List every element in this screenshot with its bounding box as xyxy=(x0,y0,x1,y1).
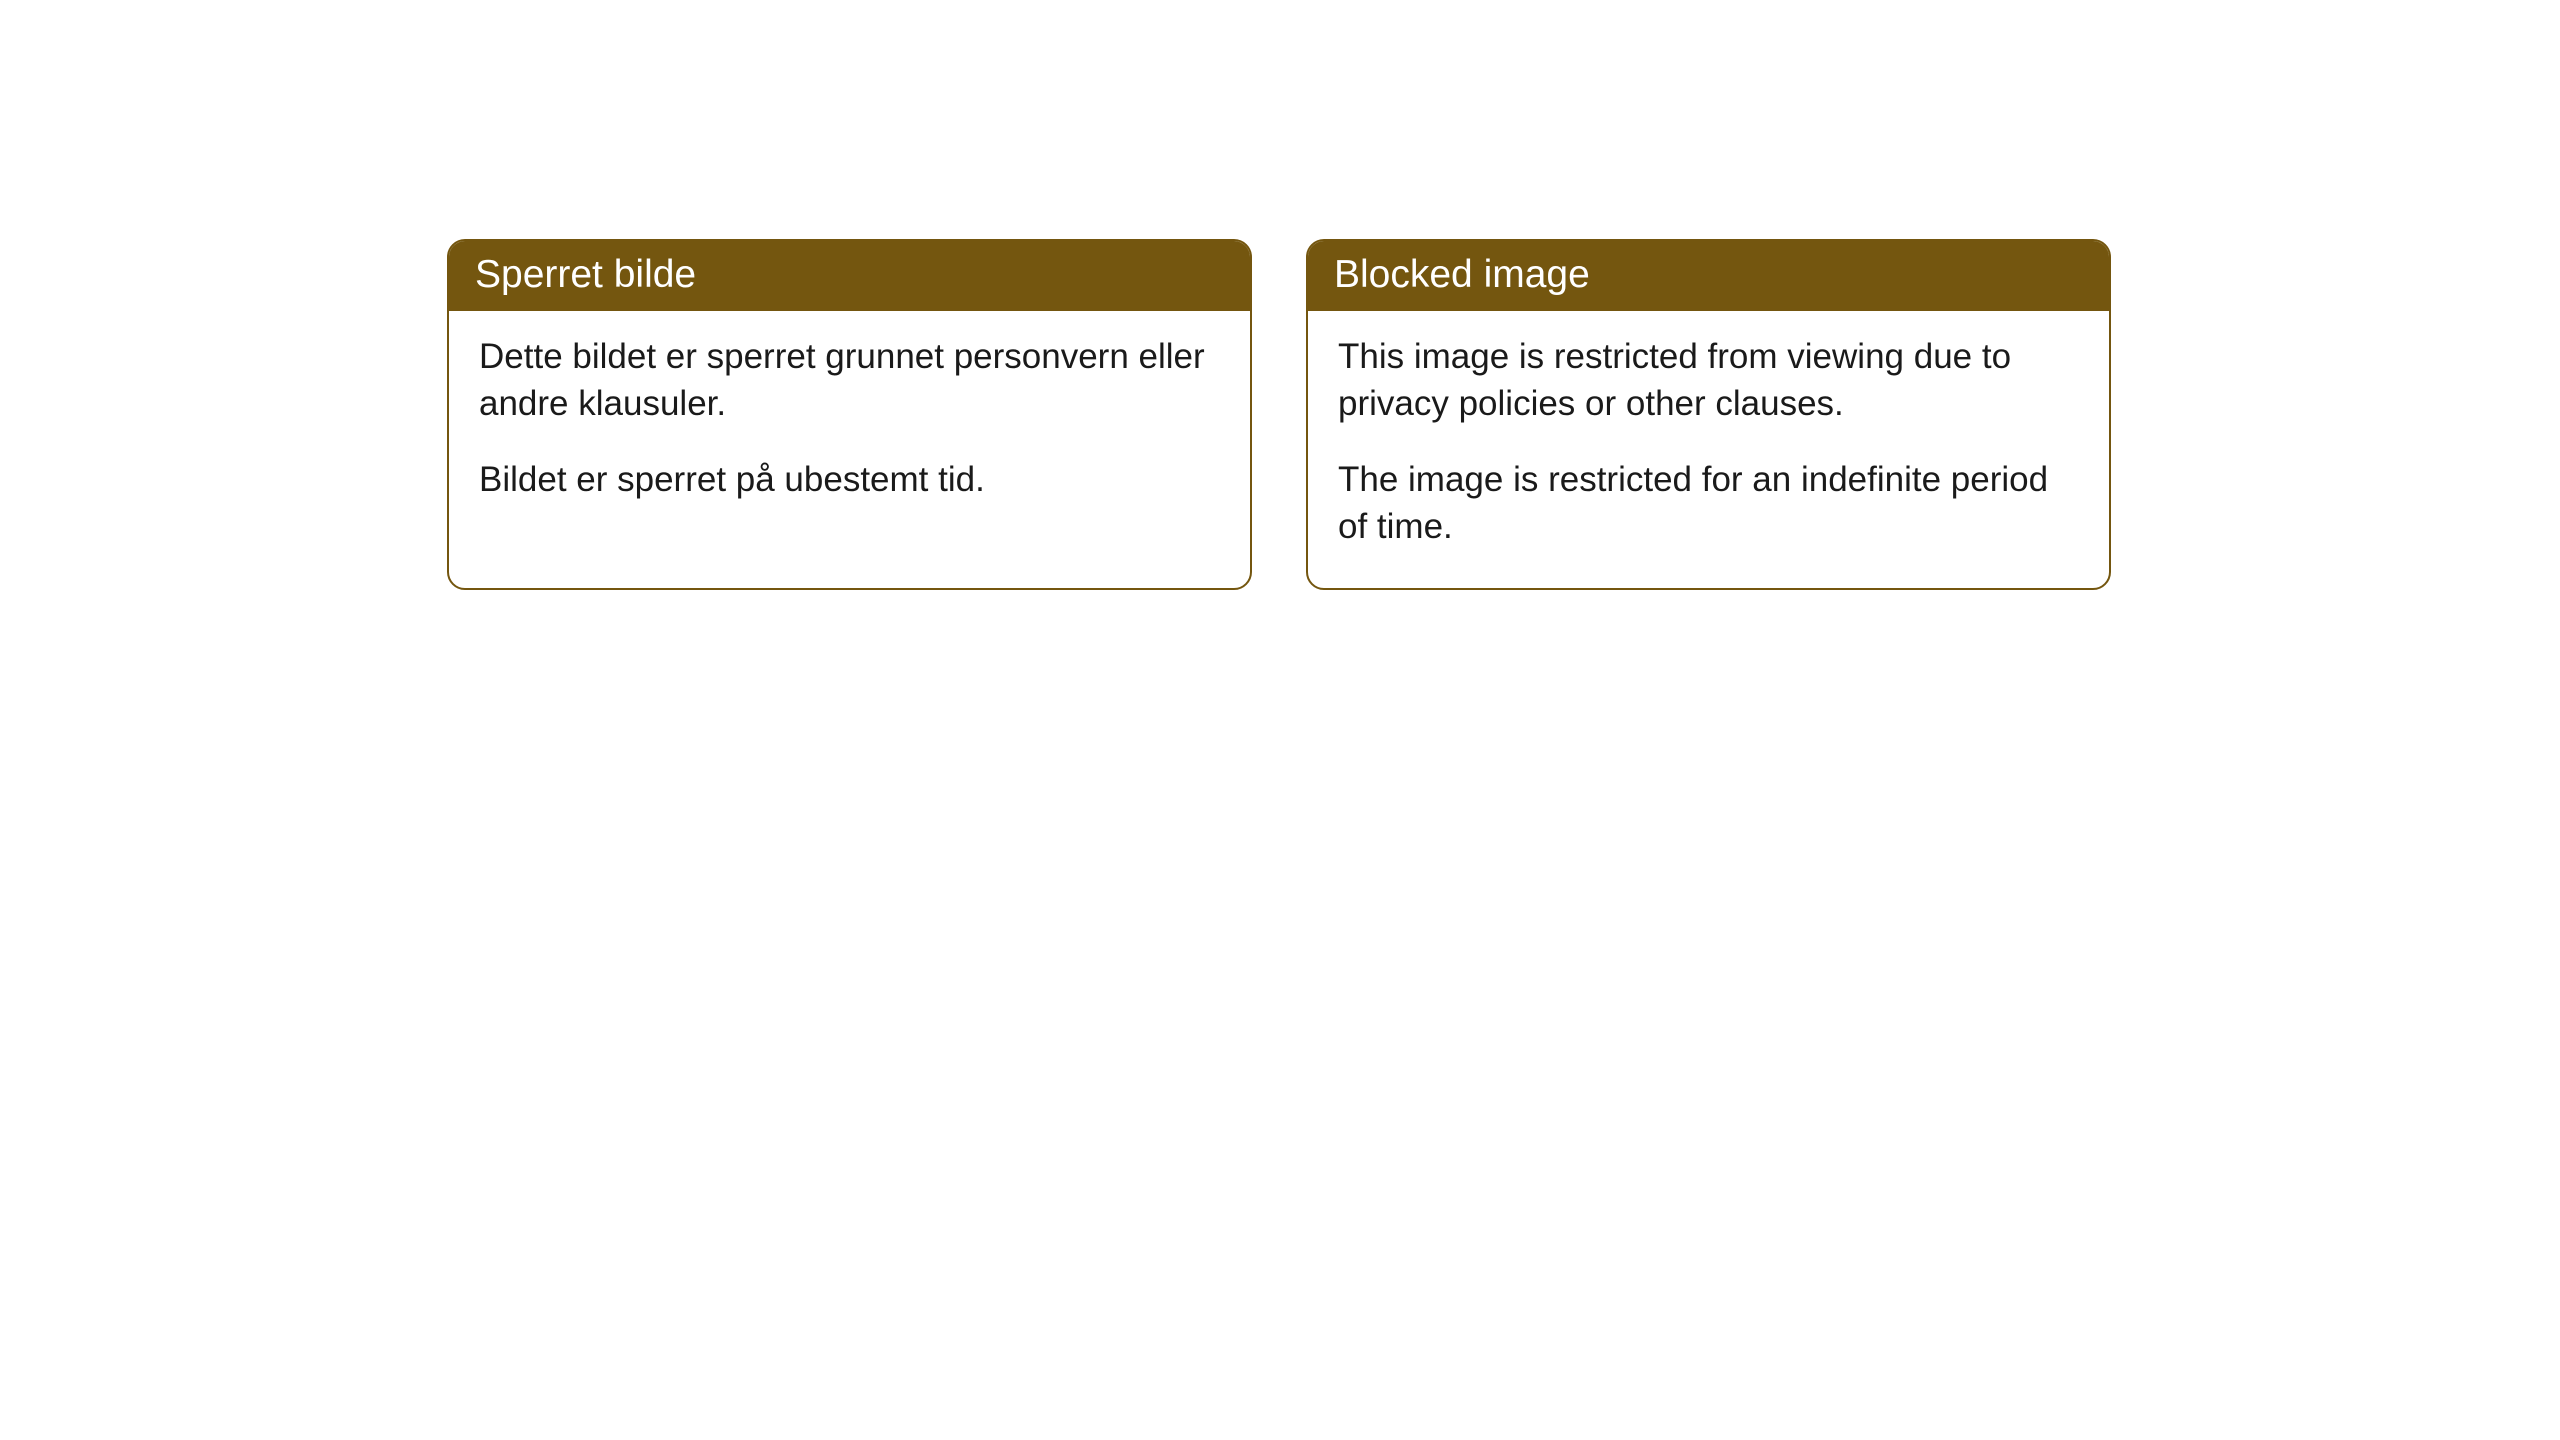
blocked-image-card-norwegian: Sperret bilde Dette bildet er sperret gr… xyxy=(447,239,1252,590)
card-title: Blocked image xyxy=(1334,253,1590,296)
card-body-norwegian: Dette bildet er sperret grunnet personve… xyxy=(449,311,1250,541)
card-body-english: This image is restricted from viewing du… xyxy=(1308,311,2109,588)
blocked-image-card-english: Blocked image This image is restricted f… xyxy=(1306,239,2111,590)
card-paragraph: Dette bildet er sperret grunnet personve… xyxy=(479,333,1220,428)
card-header-english: Blocked image xyxy=(1308,241,2109,311)
card-paragraph: Bildet er sperret på ubestemt tid. xyxy=(479,456,1220,503)
card-paragraph: This image is restricted from viewing du… xyxy=(1338,333,2079,428)
card-header-norwegian: Sperret bilde xyxy=(449,241,1250,311)
card-paragraph: The image is restricted for an indefinit… xyxy=(1338,456,2079,551)
notice-cards-container: Sperret bilde Dette bildet er sperret gr… xyxy=(447,239,2111,590)
card-title: Sperret bilde xyxy=(475,253,696,296)
